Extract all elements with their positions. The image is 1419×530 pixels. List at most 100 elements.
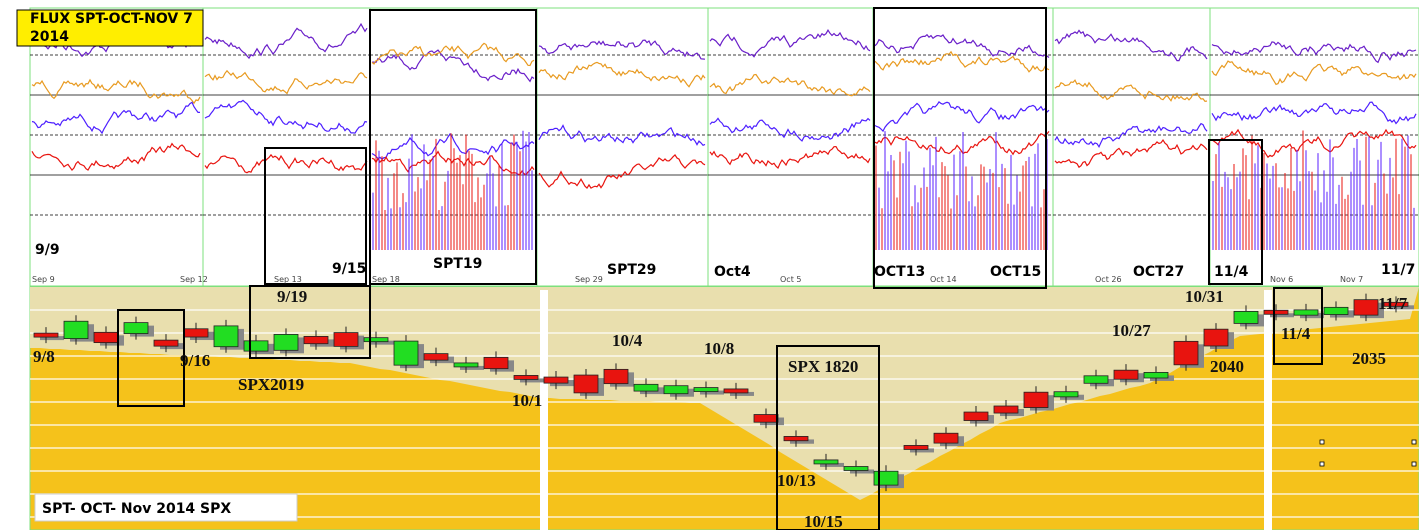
panel-label: 11/7	[1381, 262, 1415, 278]
candle	[153, 339, 179, 347]
date-label: Sep 12	[180, 275, 208, 284]
panel-label: Oct4	[714, 264, 751, 280]
annotation: 2040	[1210, 357, 1244, 376]
candle	[93, 331, 119, 344]
annotation: 2035	[1352, 349, 1386, 368]
trace	[538, 61, 706, 88]
trace	[371, 49, 535, 83]
separator	[1264, 290, 1272, 530]
candle-shadow	[730, 391, 754, 396]
candle	[1353, 299, 1379, 316]
handle	[1411, 461, 1417, 467]
trace	[538, 124, 706, 147]
candle	[63, 320, 89, 339]
candle	[1023, 391, 1049, 408]
trace	[874, 131, 1050, 156]
trace	[371, 42, 535, 67]
trace	[874, 50, 1050, 73]
panel-label: OCT15	[990, 264, 1041, 280]
trace	[1054, 79, 1208, 103]
legend-box	[34, 493, 298, 522]
candle-shadow	[460, 365, 484, 370]
date-label: Oct 5	[780, 275, 801, 284]
handle	[1411, 439, 1417, 445]
candle	[1083, 375, 1109, 384]
box	[776, 345, 880, 530]
candle-shadow	[370, 340, 394, 345]
date-label: Nov 7	[1340, 275, 1363, 284]
date-label: Oct 26	[1095, 275, 1122, 284]
date-label: Sep 29	[575, 275, 603, 284]
candle	[1203, 328, 1229, 347]
trace	[538, 39, 706, 60]
candle	[393, 340, 419, 366]
box	[873, 7, 1047, 289]
trace	[204, 69, 368, 95]
trace	[709, 117, 871, 142]
trace	[31, 142, 201, 172]
box	[249, 285, 371, 359]
annotation: 10/31	[1185, 287, 1224, 306]
date-label: Sep 18	[372, 275, 400, 284]
candle	[213, 325, 239, 348]
candle	[423, 353, 449, 361]
candle	[873, 470, 899, 486]
date-label: Sep 9	[32, 275, 55, 284]
candle-shadow	[820, 462, 844, 467]
annotation: 10/27	[1112, 321, 1151, 340]
trace	[874, 101, 1050, 133]
candle	[753, 414, 779, 423]
candle	[1173, 340, 1199, 366]
panel-label: 11/4	[1214, 264, 1249, 280]
candle-shadow	[910, 448, 934, 453]
candle	[183, 328, 209, 338]
candle	[1143, 371, 1169, 379]
title-line: FLUX SPT-OCT-NOV 7	[30, 11, 193, 27]
candle-shadow	[1390, 305, 1414, 310]
box	[1273, 287, 1323, 365]
candle	[1323, 306, 1349, 315]
trace	[31, 78, 201, 105]
title-box	[16, 9, 204, 47]
candle	[1113, 369, 1139, 380]
separator	[540, 290, 548, 530]
annotation: 10/13	[777, 471, 816, 490]
annotation: SPX 1820	[788, 357, 858, 376]
candle	[363, 337, 389, 343]
trace	[709, 145, 871, 169]
trace	[204, 99, 368, 134]
candle	[663, 385, 689, 395]
candle	[243, 340, 269, 352]
panel-label: 9/15	[332, 261, 366, 277]
candle-shadow	[40, 336, 64, 341]
trace	[204, 22, 368, 60]
handles	[1319, 439, 1417, 467]
candle	[1293, 309, 1319, 316]
panel-label: SPT29	[607, 262, 656, 278]
candle	[513, 375, 539, 380]
trace	[204, 153, 368, 174]
trace	[1054, 29, 1208, 62]
candle	[573, 374, 599, 394]
annotation: 10/1	[512, 391, 542, 410]
candle	[843, 466, 869, 471]
candle	[963, 411, 989, 421]
date-label: Oct 14	[930, 275, 957, 284]
annotation-boxes	[117, 7, 1323, 530]
candle	[1383, 301, 1409, 307]
date-label: Sep 13	[274, 275, 302, 284]
legend: SPT- OCT- Nov 2014 SPX	[42, 501, 231, 517]
trace	[1211, 60, 1417, 86]
candle	[1233, 310, 1259, 324]
candle-shadow	[850, 469, 874, 474]
candle	[633, 383, 659, 392]
annotation: 10/15	[804, 512, 843, 530]
candle	[1263, 309, 1289, 315]
annotation: 9/8	[33, 347, 55, 366]
box	[1208, 139, 1263, 285]
candle	[273, 334, 299, 351]
trace	[709, 73, 871, 97]
trace	[1054, 139, 1208, 169]
trace	[1054, 122, 1208, 149]
